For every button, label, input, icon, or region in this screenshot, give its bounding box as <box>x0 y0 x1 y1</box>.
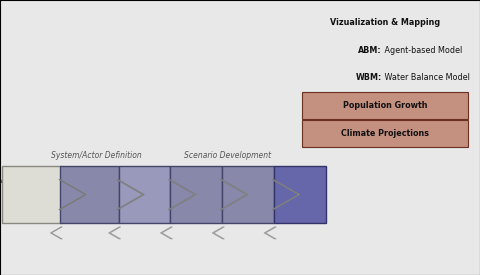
Text: Climate Projections: Climate Projections <box>341 129 429 138</box>
Text: Impact
Models: Impact Models <box>182 185 211 205</box>
Text: Water Balance Model: Water Balance Model <box>382 73 469 82</box>
Text: Scenarios: Scenarios <box>125 190 164 199</box>
FancyBboxPatch shape <box>60 166 119 223</box>
Text: Critical
Uncertainties: Critical Uncertainties <box>59 185 120 205</box>
Polygon shape <box>59 180 86 210</box>
Text: Agent-based Model: Agent-based Model <box>382 46 462 55</box>
Polygon shape <box>168 180 196 210</box>
Text: Population Growth: Population Growth <box>343 101 427 110</box>
Polygon shape <box>50 227 62 239</box>
Text: ABM:: ABM: <box>358 46 382 55</box>
Polygon shape <box>272 180 300 210</box>
Text: System/Actor Definition: System/Actor Definition <box>50 151 142 160</box>
FancyBboxPatch shape <box>302 92 468 119</box>
Polygon shape <box>264 227 276 239</box>
FancyBboxPatch shape <box>222 166 274 223</box>
Polygon shape <box>160 227 173 239</box>
Text: Indicators: Indicators <box>228 190 268 199</box>
FancyBboxPatch shape <box>2 166 61 223</box>
Polygon shape <box>212 227 225 239</box>
Text: Scenario Development: Scenario Development <box>184 151 272 160</box>
Text: ARDI: ARDI <box>24 207 44 213</box>
Polygon shape <box>220 180 248 210</box>
Text: WBM:: WBM: <box>356 73 382 82</box>
Text: Actors, resources,
dynamics,
interactions -: Actors, resources, dynamics, interaction… <box>0 179 63 199</box>
FancyBboxPatch shape <box>170 166 222 223</box>
Text: Solutions: Solutions <box>282 190 318 199</box>
FancyBboxPatch shape <box>119 166 170 223</box>
Polygon shape <box>116 180 144 210</box>
Polygon shape <box>108 227 121 239</box>
Text: Vizualization & Mapping: Vizualization & Mapping <box>330 18 440 27</box>
FancyBboxPatch shape <box>274 166 326 223</box>
FancyBboxPatch shape <box>302 120 468 147</box>
